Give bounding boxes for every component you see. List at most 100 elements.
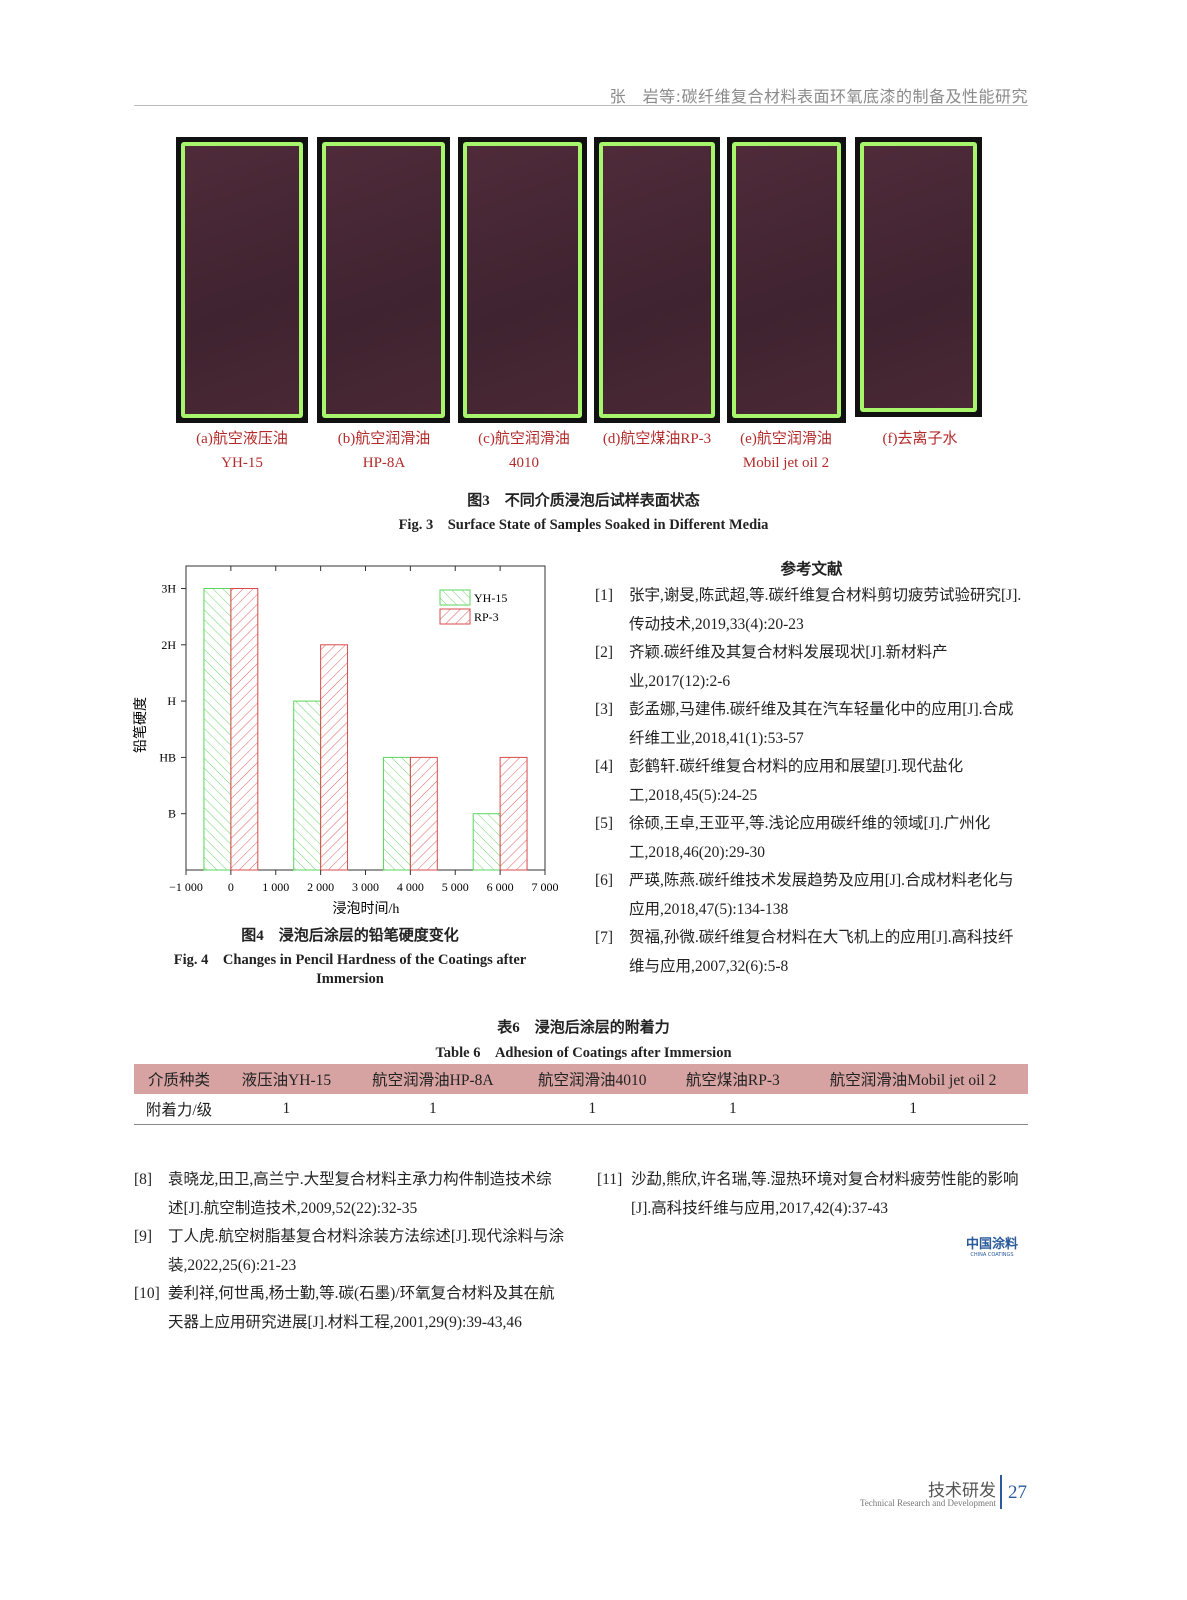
x-tick-label: 3 000 bbox=[352, 880, 379, 894]
reference-item: [9] 丁人虎.航空树脂基复合材料涂装方法综述[J].现代涂料与涂装,2022,2… bbox=[134, 1223, 567, 1280]
reference-number: [10] bbox=[134, 1285, 160, 1302]
y-tick-label: 2H bbox=[161, 638, 176, 652]
reference-number: [9] bbox=[134, 1228, 153, 1245]
references-title: 参考文献 bbox=[780, 561, 843, 578]
page-number: 27 bbox=[1008, 1482, 1027, 1503]
adhesion-table: 介质种类 液压油YH-15 航空润滑油HP-8A 航空润滑油4010 航空煤油R… bbox=[134, 1064, 1028, 1125]
sample-photo-d bbox=[594, 137, 720, 423]
footer-section-en: Technical Research and Development bbox=[859, 1498, 996, 1508]
reference-item: [1] 张宇,谢旻,陈武超,等.碳纤维复合材料剪切疲劳试验研究[J].传动技术,2… bbox=[595, 582, 1028, 639]
y-tick-label: HB bbox=[159, 750, 176, 764]
cell: 1 bbox=[224, 1094, 349, 1125]
reference-text: 彭孟娜,马建伟.碳纤维及其在汽车轻量化中的应用[J].合成纤维工业,2018,4… bbox=[629, 701, 1014, 747]
reference-number: [5] bbox=[595, 815, 614, 832]
figure-4-title-en-2: Immersion bbox=[316, 971, 384, 987]
reference-number: [6] bbox=[595, 872, 614, 889]
reference-item: [10] 姜利祥,何世禹,杨士勤,等.碳(石墨)/环氧复合材料及其在航天器上应用研… bbox=[134, 1280, 567, 1337]
cell: 1 bbox=[516, 1094, 668, 1125]
bar-rp-3-4000 bbox=[409, 756, 438, 871]
header-cell: 液压油YH-15 bbox=[224, 1064, 349, 1094]
logo-cn: 中国涂料 bbox=[966, 1237, 1019, 1252]
logo-en: CHINA COATINGS bbox=[970, 1252, 1014, 1258]
x-tick-label: 0 bbox=[228, 880, 234, 894]
running-title: 张 岩等:碳纤维复合材料表面环氧底漆的制备及性能研究 bbox=[609, 87, 1028, 106]
x-axis-label: 浸泡时间/h bbox=[333, 901, 400, 917]
x-tick-label: 4 000 bbox=[397, 880, 424, 894]
sample-photo-b bbox=[317, 137, 450, 423]
bar-yh-15-4000 bbox=[382, 756, 411, 871]
reference-text: 齐颖.碳纤维及其复合材料发展现状[J].新材料产业,2017(12):2-6 bbox=[629, 644, 948, 690]
reference-item: [11] 沙勐,熊欣,许名瑞,等.湿热环境对复合材料疲劳性能的影响[J].高科技纤… bbox=[597, 1166, 1030, 1223]
header-cell: 介质种类 bbox=[134, 1064, 224, 1094]
bar-yh-15-0 bbox=[203, 588, 232, 871]
reference-text: 张宇,谢旻,陈武超,等.碳纤维复合材料剪切疲劳试验研究[J].传动技术,2019… bbox=[629, 587, 1022, 633]
footer-section-cn: 技术研发 bbox=[928, 1481, 996, 1501]
cell: 1 bbox=[348, 1094, 517, 1125]
legend-swatch-yh-15 bbox=[439, 589, 471, 606]
cell: 1 bbox=[798, 1094, 1028, 1125]
legend-label-rp-3: RP-3 bbox=[474, 610, 499, 624]
table-header-row: 介质种类 液压油YH-15 航空润滑油HP-8A 航空润滑油4010 航空煤油R… bbox=[134, 1064, 1028, 1094]
y-tick-label: 3H bbox=[161, 582, 176, 596]
reference-text: 姜利祥,何世禹,杨士勤,等.碳(石墨)/环氧复合材料及其在航天器上应用研究进展[… bbox=[168, 1285, 555, 1331]
x-tick-label: 5 000 bbox=[442, 880, 469, 894]
reference-item: [6] 严瑛,陈燕.碳纤维技术发展趋势及应用[J].合成材料老化与应用,2018,… bbox=[595, 867, 1028, 924]
reference-number: [1] bbox=[595, 587, 614, 604]
caption-e: (e)航空润滑油 Mobil jet oil 2 bbox=[740, 431, 832, 471]
reference-item: [2] 齐颖.碳纤维及其复合材料发展现状[J].新材料产业,2017(12):2-… bbox=[595, 639, 1028, 696]
references-list-right: [1] 张宇,谢旻,陈武超,等.碳纤维复合材料剪切疲劳试验研究[J].传动技术,2… bbox=[595, 582, 1028, 981]
caption-a: (a)航空液压油 YH-15 bbox=[196, 431, 288, 471]
figure-3-title-en: Fig. 3 Surface State of Samples Soaked i… bbox=[398, 517, 769, 533]
caption-f: (f)去离子水 bbox=[882, 431, 958, 447]
sample-photo-e bbox=[727, 137, 846, 423]
x-tick-label: 7 000 bbox=[532, 880, 559, 894]
header-cell: 航空润滑油HP-8A bbox=[348, 1064, 517, 1094]
pencil-hardness-chart: −1 000 0 1 000 2 000 3 000 4 000 5 000 6 000 7 0… bbox=[133, 565, 559, 917]
reference-text: 丁人虎.航空树脂基复合材料涂装方法综述[J].现代涂料与涂装,2022,25(6… bbox=[168, 1228, 565, 1274]
bar-rp-3-0 bbox=[230, 588, 259, 871]
reference-item: [5] 徐硕,王卓,王亚平,等.浅论应用碳纤维的领域[J].广州化工,2018,4… bbox=[595, 810, 1028, 867]
reference-item: [7] 贺福,孙微.碳纤维复合材料在大飞机上的应用[J].高科技纤维与应用,200… bbox=[595, 924, 1028, 981]
bar-yh-15-6000 bbox=[472, 813, 501, 871]
figure-4-title-en-1: Fig. 4 Changes in Pencil Hardness of the… bbox=[173, 952, 527, 968]
bar-yh-15-2000 bbox=[293, 700, 322, 871]
header-rule bbox=[134, 105, 1028, 106]
y-tick-label: B bbox=[168, 807, 176, 821]
caption-d: (d)航空煤油RP-3 bbox=[602, 431, 712, 447]
bar-rp-3-6000 bbox=[499, 756, 528, 871]
x-tick-label: −1 000 bbox=[169, 880, 203, 894]
reference-item: [4] 彭鹤轩.碳纤维复合材料的应用和展望[J].现代盐化工,2018,45(5)… bbox=[595, 753, 1028, 810]
table-row: 附着力/级 1 1 1 1 1 bbox=[134, 1094, 1028, 1125]
caption-b: (b)航空润滑油 HP-8A bbox=[337, 431, 431, 471]
y-axis-label: 铅笔硬度 bbox=[133, 697, 149, 753]
figure-4-title-cn: 图4 浸泡后涂层的铅笔硬度变化 bbox=[241, 928, 459, 944]
legend-swatch-rp-3 bbox=[439, 608, 471, 625]
sample-photo-a bbox=[176, 137, 308, 423]
table-6-title-cn: 表6 浸泡后涂层的附着力 bbox=[497, 1020, 670, 1036]
header-cell: 航空润滑油Mobil jet oil 2 bbox=[798, 1064, 1028, 1094]
reference-text: 徐硕,王卓,王亚平,等.浅论应用碳纤维的领域[J].广州化工,2018,46(2… bbox=[629, 815, 991, 861]
header-cell: 航空润滑油4010 bbox=[516, 1064, 668, 1094]
reference-number: [8] bbox=[134, 1171, 153, 1188]
references-list-left: [8] 袁晓龙,田卫,高兰宁.大型复合材料主承力构件制造技术综述[J].航空制造技… bbox=[134, 1166, 567, 1337]
reference-text: 沙勐,熊欣,许名瑞,等.湿热环境对复合材料疲劳性能的影响[J].高科技纤维与应用… bbox=[631, 1171, 1019, 1217]
reference-text: 严瑛,陈燕.碳纤维技术发展趋势及应用[J].合成材料老化与应用,2018,47(… bbox=[629, 872, 1014, 918]
references-list-right-bottom: [11] 沙勐,熊欣,许名瑞,等.湿热环境对复合材料疲劳性能的影响[J].高科技纤… bbox=[597, 1166, 1030, 1223]
caption-c: (c)航空润滑油 4010 bbox=[478, 431, 570, 471]
footer-divider bbox=[1000, 1475, 1002, 1509]
cell: 1 bbox=[667, 1094, 799, 1125]
reference-item: [8] 袁晓龙,田卫,高兰宁.大型复合材料主承力构件制造技术综述[J].航空制造技… bbox=[134, 1166, 567, 1223]
y-tick-label: H bbox=[167, 694, 176, 708]
reference-text: 贺福,孙微.碳纤维复合材料在大飞机上的应用[J].高科技纤维与应用,2007,3… bbox=[629, 929, 1014, 975]
x-tick-label: 6 000 bbox=[487, 880, 514, 894]
reference-number: [4] bbox=[595, 758, 614, 775]
x-tick-label: 1 000 bbox=[262, 880, 289, 894]
legend-label-yh-15: YH-15 bbox=[474, 591, 507, 605]
reference-number: [7] bbox=[595, 929, 614, 946]
reference-number: [2] bbox=[595, 644, 614, 661]
sample-photo-f bbox=[855, 137, 982, 417]
sample-photo-c bbox=[458, 137, 587, 423]
china-coatings-logo: 中国涂料 CHINA COATINGS bbox=[966, 1233, 1018, 1258]
reference-text: 袁晓龙,田卫,高兰宁.大型复合材料主承力构件制造技术综述[J].航空制造技术,2… bbox=[168, 1171, 552, 1217]
